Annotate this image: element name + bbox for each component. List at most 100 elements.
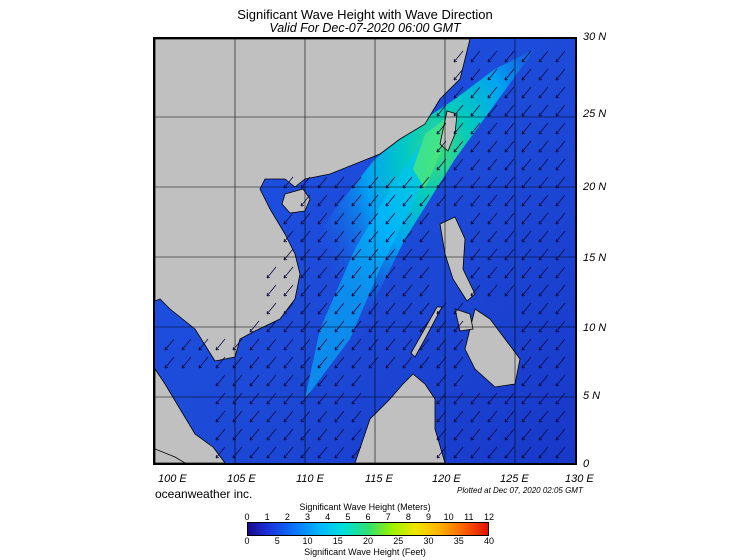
direction-arrow — [402, 248, 413, 261]
direction-arrow — [317, 320, 328, 333]
direction-arrow — [436, 428, 447, 441]
direction-arrow — [487, 176, 498, 189]
direction-arrow — [538, 212, 549, 225]
direction-arrow — [351, 446, 362, 459]
direction-arrow — [538, 68, 549, 81]
direction-arrow — [470, 428, 481, 441]
direction-arrow — [555, 356, 566, 369]
direction-arrow — [521, 320, 532, 333]
direction-arrow — [368, 212, 379, 225]
direction-arrow — [504, 212, 515, 225]
direction-arrow — [300, 284, 311, 297]
direction-arrow — [487, 284, 498, 297]
direction-arrow — [453, 320, 464, 333]
direction-arrow — [385, 176, 396, 189]
meters-tick: 2 — [284, 512, 290, 522]
direction-arrow — [198, 356, 209, 369]
direction-arrow — [334, 230, 345, 243]
lon-label-115: 115 E — [365, 473, 393, 485]
direction-arrow — [521, 140, 532, 153]
direction-arrow — [555, 194, 566, 207]
direction-arrow — [385, 320, 396, 333]
direction-arrow — [402, 320, 413, 333]
lat-label-5: 5 N — [583, 390, 601, 402]
direction-arrow — [317, 248, 328, 261]
meters-tick: 1 — [264, 512, 270, 522]
meters-tick: 3 — [304, 512, 311, 522]
direction-arrow — [385, 266, 396, 279]
direction-arrow — [487, 50, 498, 63]
lat-label-25: 25 N — [583, 108, 607, 120]
direction-arrow — [453, 410, 464, 423]
direction-arrow — [504, 266, 515, 279]
direction-arrow — [538, 230, 549, 243]
direction-arrow — [538, 374, 549, 387]
direction-arrow — [215, 392, 226, 405]
direction-arrow — [487, 230, 498, 243]
meters-tick: 6 — [365, 512, 371, 522]
feet-tick: 40 — [483, 536, 495, 546]
direction-arrow — [555, 122, 566, 135]
direction-arrow — [164, 356, 175, 369]
direction-arrow — [487, 410, 498, 423]
direction-arrow — [419, 320, 430, 333]
direction-arrow — [453, 50, 464, 63]
direction-arrow — [334, 248, 345, 261]
direction-arrow — [436, 194, 447, 207]
direction-arrow — [555, 230, 566, 243]
direction-arrow — [351, 248, 362, 261]
direction-arrow — [555, 320, 566, 333]
direction-arrow — [538, 284, 549, 297]
legend-meters-title: Significant Wave Height (Meters) — [299, 502, 431, 512]
direction-arrow — [538, 428, 549, 441]
direction-arrow — [232, 374, 243, 387]
direction-arrow — [470, 248, 481, 261]
meters-tick: 5 — [345, 512, 351, 522]
direction-arrow — [402, 266, 413, 279]
direction-arrow — [521, 194, 532, 207]
feet-tick: 15 — [332, 536, 343, 546]
direction-arrow — [453, 392, 464, 405]
direction-arrow — [249, 338, 260, 351]
direction-arrow — [470, 176, 481, 189]
lat-label-10: 10 N — [583, 322, 607, 334]
direction-arrow — [538, 320, 549, 333]
direction-arrow — [453, 338, 464, 351]
direction-arrow — [283, 338, 294, 351]
mainland — [155, 39, 471, 362]
direction-arrow — [351, 302, 362, 315]
direction-arrow — [538, 410, 549, 423]
direction-arrow — [487, 194, 498, 207]
malay-peninsula — [155, 368, 226, 463]
direction-arrow — [283, 356, 294, 369]
direction-arrow — [453, 356, 464, 369]
direction-arrow — [402, 176, 413, 189]
direction-arrows — [164, 50, 566, 459]
meters-tick: 0 — [244, 512, 250, 522]
lon-label-110: 110 E — [296, 473, 324, 485]
direction-arrow — [351, 410, 362, 423]
direction-arrow — [249, 320, 260, 333]
direction-arrow — [266, 392, 277, 405]
meters-tick: 12 — [483, 512, 495, 522]
direction-arrow — [555, 86, 566, 99]
direction-arrow — [300, 176, 311, 189]
direction-arrow — [453, 68, 464, 81]
direction-arrow — [436, 122, 447, 135]
lat-label-20: 20 N — [583, 181, 607, 193]
direction-arrow — [504, 284, 515, 297]
direction-arrow — [300, 338, 311, 351]
direction-arrow — [334, 266, 345, 279]
legend-feet-title: Significant Wave Height (Feet) — [304, 547, 426, 557]
direction-arrow — [504, 230, 515, 243]
sumatra — [155, 448, 186, 463]
direction-arrow — [521, 302, 532, 315]
direction-arrow — [487, 104, 498, 117]
direction-arrow — [538, 266, 549, 279]
direction-arrow — [181, 356, 192, 369]
direction-arrow — [470, 446, 481, 459]
direction-arrow — [538, 158, 549, 171]
direction-arrow — [385, 230, 396, 243]
direction-arrow — [300, 230, 311, 243]
direction-arrow — [555, 140, 566, 153]
